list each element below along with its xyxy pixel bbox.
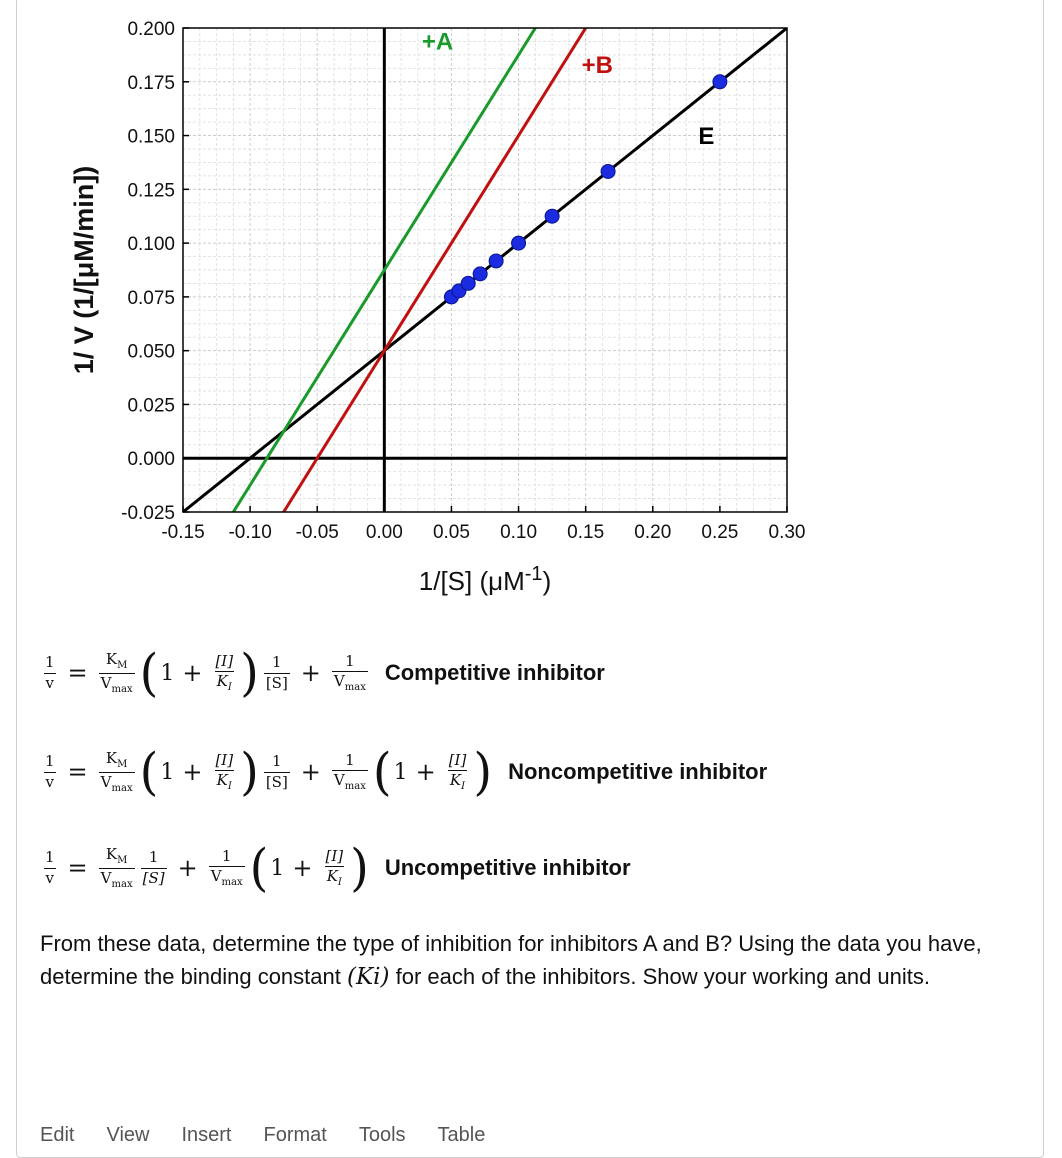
frac-one-s-italic: 1 [S] xyxy=(140,848,167,887)
x-tick-label: 0.10 xyxy=(500,522,537,543)
competitive-label: Competitive inhibitor xyxy=(384,660,605,685)
y-tick-label: 0.175 xyxy=(127,73,175,94)
y-tick-label: 0.125 xyxy=(127,180,175,201)
frac-one-s: 1 [S] xyxy=(263,653,290,692)
frac-one-vmax: 1 Vmax xyxy=(331,750,368,792)
data-point xyxy=(511,235,527,251)
y-tick-label: 0.025 xyxy=(127,395,175,416)
y-tick-label: 0.075 xyxy=(127,288,175,309)
x-tick-label: -0.10 xyxy=(228,522,271,543)
x-tick-label: -0.05 xyxy=(296,522,339,543)
x-tick-label: 0.25 xyxy=(701,522,738,543)
annotation-label: E xyxy=(698,123,714,150)
frac-one-s: 1 [S] xyxy=(263,752,290,791)
y-tick-label: 0.000 xyxy=(127,449,175,470)
frac-i-ki: [I] KI xyxy=(214,750,234,792)
frac-i-ki: [I] KI xyxy=(447,750,468,792)
x-tick-label: 0.30 xyxy=(769,522,806,543)
data-point xyxy=(600,163,616,179)
x-tick-label: 0.00 xyxy=(366,522,403,543)
y-tick-label: 0.050 xyxy=(127,342,175,363)
y-tick-label: 0.200 xyxy=(127,19,175,40)
data-point xyxy=(544,208,560,224)
annotation-label: +A xyxy=(422,29,453,56)
x-tick-label: -0.15 xyxy=(161,522,204,543)
question-text: From these data, determine the type of i… xyxy=(40,931,982,990)
ki-symbol: (Ki) xyxy=(346,964,390,990)
data-point xyxy=(488,253,504,269)
y-tick-label: 0.150 xyxy=(127,127,175,148)
annotation-label: +B xyxy=(582,52,613,79)
noncompetitive-label: Noncompetitive inhibitor xyxy=(508,759,768,784)
plot-frame xyxy=(182,27,788,513)
frac-i-ki: [I] KI xyxy=(214,651,234,693)
frac-km-vmax: KM Vmax xyxy=(98,845,135,890)
x-tick-label: 0.05 xyxy=(433,522,470,543)
data-point xyxy=(472,266,488,282)
y-tick-label: 0.100 xyxy=(127,234,175,255)
data-point xyxy=(712,74,728,90)
data-point xyxy=(460,275,476,291)
y-axis-label: 1/ V (1/[μM/min]) xyxy=(69,166,99,375)
x-tick-label: 0.20 xyxy=(634,522,671,543)
uncompetitive-label: Uncompetitive inhibitor xyxy=(384,855,631,880)
frac-i-ki: [I] KI xyxy=(324,846,344,888)
series-line-a xyxy=(231,28,538,512)
x-axis-label: 1/[S] (μM-1) xyxy=(419,563,551,596)
frac-one-vmax: 1 Vmax xyxy=(208,846,245,888)
lineweaver-burk-chart: -0.15 -0.10 -0.05 0.00 0.05 0.10 0.15 0.20 0.25 0… xyxy=(69,19,806,596)
frac-km-vmax: KM Vmax xyxy=(98,650,135,695)
frac-km-vmax: KM Vmax xyxy=(98,749,135,794)
frac-one-vmax: 1 Vmax xyxy=(331,651,368,693)
y-tick-label: -0.025 xyxy=(121,503,175,524)
x-tick-label: 0.15 xyxy=(567,522,604,543)
